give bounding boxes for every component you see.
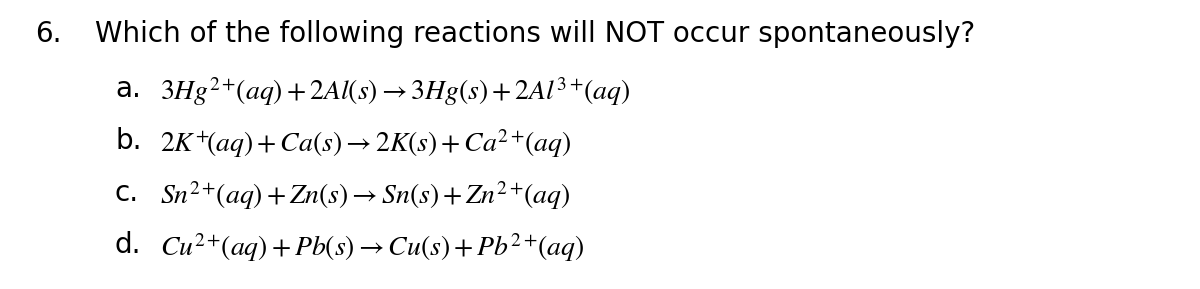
Text: d.: d. — [115, 231, 142, 259]
Text: $2K^{+}\!(aq) + Ca(s) \rightarrow 2K(s) + Ca^{2+}\!(aq)$: $2K^{+}\!(aq) + Ca(s) \rightarrow 2K(s) … — [160, 127, 571, 160]
Text: a.: a. — [115, 75, 140, 103]
Text: 6.: 6. — [35, 20, 61, 48]
Text: $Cu^{2+}\!(aq) + Pb(s) \rightarrow Cu(s) + Pb^{2+}\!(aq)$: $Cu^{2+}\!(aq) + Pb(s) \rightarrow Cu(s)… — [160, 231, 584, 264]
Text: Which of the following reactions will NOT occur spontaneously?: Which of the following reactions will NO… — [95, 20, 976, 48]
Text: $Sn^{2+}\!(aq) + Zn(s) \rightarrow Sn(s) + Zn^{2+}\!(aq)$: $Sn^{2+}\!(aq) + Zn(s) \rightarrow Sn(s)… — [160, 179, 570, 212]
Text: b.: b. — [115, 127, 142, 155]
Text: c.: c. — [115, 179, 139, 207]
Text: $3Hg^{2+}\!(aq) + 2Al(s) \rightarrow 3Hg(s) + 2Al^{3+}\!(aq)$: $3Hg^{2+}\!(aq) + 2Al(s) \rightarrow 3Hg… — [160, 75, 630, 108]
